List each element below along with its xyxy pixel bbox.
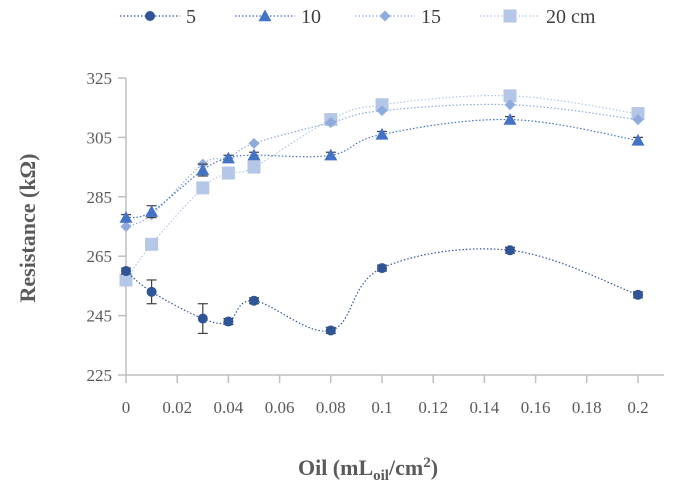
data-point xyxy=(247,148,261,161)
x-axis-title-unit: /cm xyxy=(388,455,423,480)
data-point xyxy=(631,133,645,146)
legend-label: 5 xyxy=(186,6,196,28)
x-tick-label: 0.02 xyxy=(162,398,192,417)
x-axis-title-subscript: oil xyxy=(373,468,389,484)
series-15 xyxy=(120,99,644,232)
data-point xyxy=(121,266,131,277)
x-tick-label: 0.14 xyxy=(470,398,500,417)
x-axis-title-close: ) xyxy=(431,455,438,480)
data-point xyxy=(633,289,643,300)
data-point xyxy=(504,99,516,111)
data-point xyxy=(145,237,159,251)
x-axis-ticks: 0 0.02 0.04 0.06 0.08 0.1 0.12 0.14 0.16 0.18 0.2 xyxy=(122,375,649,417)
y-axis-title: Resistance (kΩ) xyxy=(15,154,40,303)
data-point xyxy=(197,313,208,324)
legend-label: 10 xyxy=(301,6,321,28)
series-20-cm xyxy=(119,89,645,287)
x-tick-label: 0.12 xyxy=(418,398,448,417)
series-5 xyxy=(121,245,643,336)
axes xyxy=(125,78,664,376)
legend-label: 20 cm xyxy=(546,6,596,28)
data-point xyxy=(503,89,517,103)
data-point xyxy=(503,113,517,125)
legend-item-15: 15 xyxy=(355,6,441,28)
data-point xyxy=(325,325,336,336)
data-point xyxy=(375,98,389,112)
y-axis-ticks: 225 245 265 285 305 325 xyxy=(87,69,126,385)
data-point xyxy=(221,166,235,180)
y-tick-label: 285 xyxy=(87,188,113,207)
data-point xyxy=(375,127,389,140)
legend-marker xyxy=(503,9,517,23)
data-point xyxy=(248,137,260,149)
data-point xyxy=(221,151,235,164)
x-tick-label: 0 xyxy=(122,398,131,417)
data-point xyxy=(120,221,132,232)
data-point xyxy=(632,114,644,126)
legend-marker xyxy=(379,10,391,22)
legend: 5 10 15 20 cm xyxy=(120,6,596,28)
y-tick-label: 225 xyxy=(87,366,113,385)
data-point xyxy=(196,163,210,176)
legend-item-20-cm: 20 cm xyxy=(480,6,596,28)
data-point xyxy=(196,181,210,195)
data-point xyxy=(376,105,388,117)
x-tick-label: 0.16 xyxy=(521,398,551,417)
x-axis-title-superscript: 2 xyxy=(423,455,431,471)
x-axis-title-main: Oil (mL xyxy=(298,455,373,480)
data-point xyxy=(505,245,515,256)
data-point xyxy=(324,148,338,161)
x-tick-label: 0.18 xyxy=(572,398,602,417)
data-point xyxy=(145,205,159,217)
data-point xyxy=(119,211,133,223)
x-tick-label: 0.1 xyxy=(371,398,392,417)
series-group xyxy=(119,89,645,336)
series-10 xyxy=(119,113,645,223)
legend-marker xyxy=(145,11,155,21)
data-point xyxy=(119,273,133,287)
data-point xyxy=(631,107,645,121)
data-point xyxy=(223,316,234,327)
x-axis-title: Oil (mLoil/cm2) xyxy=(298,455,438,484)
data-point xyxy=(325,117,337,129)
data-point xyxy=(146,286,157,297)
legend-marker xyxy=(258,9,272,22)
data-point xyxy=(377,263,387,274)
legend-item-5: 5 xyxy=(120,6,196,28)
x-tick-label: 0.04 xyxy=(214,398,244,417)
x-tick-label: 0.06 xyxy=(265,398,295,417)
data-point xyxy=(247,160,261,174)
x-tick-label: 0.2 xyxy=(627,398,648,417)
x-tick-label: 0.08 xyxy=(316,398,346,417)
legend-label: 15 xyxy=(421,6,441,28)
legend-item-10: 10 xyxy=(235,6,321,28)
data-point xyxy=(249,295,259,306)
y-tick-label: 305 xyxy=(87,128,113,147)
y-tick-label: 245 xyxy=(87,307,113,326)
y-tick-label: 325 xyxy=(87,69,113,88)
y-tick-label: 265 xyxy=(87,247,113,266)
